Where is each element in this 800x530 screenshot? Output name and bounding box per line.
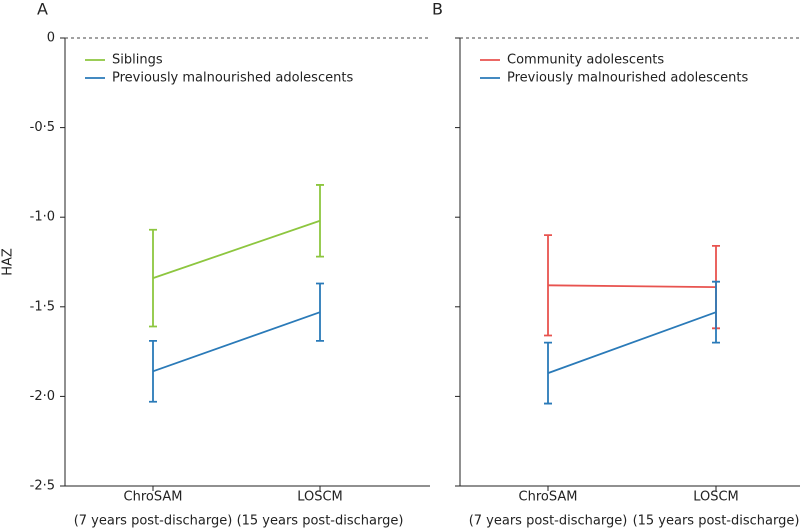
y-tick-label: 0 — [47, 31, 55, 46]
error-bar — [544, 341, 552, 405]
y-tick-label: -2·0 — [30, 389, 55, 404]
x-tick-label: ChroSAM — [519, 490, 578, 505]
panel-letter: A — [37, 0, 48, 19]
legend-label: Siblings — [112, 53, 163, 68]
series-line — [152, 219, 321, 279]
legend-label: Previously malnourished adolescents — [507, 71, 748, 86]
x-tick-label: LOSCM — [297, 490, 343, 505]
error-bar — [544, 234, 552, 337]
error-bar — [316, 282, 324, 342]
legend-label: Community adolescents — [507, 53, 664, 68]
y-axis-label: HAZ — [1, 248, 16, 276]
series-line — [547, 311, 717, 374]
y-tick-label: -0·5 — [30, 120, 55, 135]
error-bar — [316, 184, 324, 258]
y-tick-label: -2·5 — [30, 479, 55, 494]
error-bar — [149, 339, 157, 403]
error-bar — [149, 228, 157, 328]
x-tick-note: (15 years post-discharge) — [633, 514, 800, 529]
y-tick-label: -1·5 — [30, 299, 55, 314]
panel-letter: B — [432, 0, 443, 19]
x-tick-note: (7 years post-discharge) — [74, 514, 233, 529]
x-tick-label: ChroSAM — [124, 490, 183, 505]
x-tick-note: (15 years post-discharge) — [237, 514, 404, 529]
series-line — [152, 311, 321, 373]
legend-label: Previously malnourished adolescents — [112, 71, 353, 86]
y-tick-label: -1·0 — [30, 210, 55, 225]
error-bar — [712, 280, 720, 344]
x-tick-label: LOSCM — [693, 490, 739, 505]
x-tick-note: (7 years post-discharge) — [469, 514, 628, 529]
series-line — [547, 284, 717, 288]
